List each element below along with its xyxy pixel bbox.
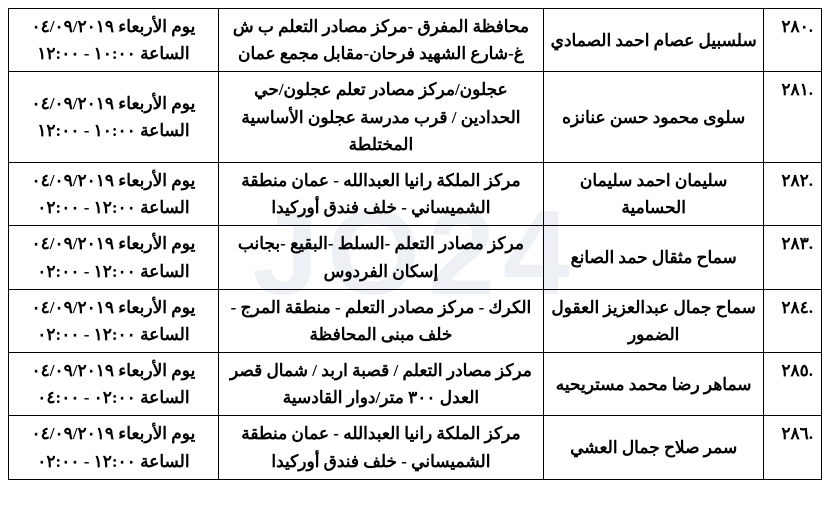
person-name: سليمان احمد سليمان الحسامية (544, 162, 764, 225)
table-row: .٢٨٠سلسبيل عصام احمد الصماديمحافظة المفر… (9, 9, 822, 72)
row-number: .٢٨٤ (764, 289, 822, 352)
row-number: .٢٨٢ (764, 162, 822, 225)
datetime-cell: يوم الأربعاء ٠٤/٠٩/٢٠١٩الساعة ٠٢:٠٠ - ٠٤… (9, 353, 219, 416)
location-cell: مركز الملكة رانيا العبدالله - عمان منطقة… (218, 416, 543, 479)
person-name: سماح جمال عبدالعزيز العقول الضمور (544, 289, 764, 352)
time-text: الساعة ١٠:٠٠ - ١٢:٠٠ (15, 117, 212, 144)
time-text: الساعة ١٢:٠٠ - ٠٢:٠٠ (15, 194, 212, 221)
time-text: الساعة ١٢:٠٠ - ٠٢:٠٠ (15, 321, 212, 348)
row-number: .٢٨٥ (764, 353, 822, 416)
schedule-table: .٢٨٠سلسبيل عصام احمد الصماديمحافظة المفر… (8, 8, 822, 480)
location-cell: محافظة المفرق -مركز مصادر التعلم ب ش غ-ش… (218, 9, 543, 72)
time-text: الساعة ٠٢:٠٠ - ٠٤:٠٠ (15, 384, 212, 411)
person-name: سمر صلاح جمال العشي (544, 416, 764, 479)
datetime-cell: يوم الأربعاء ٠٤/٠٩/٢٠١٩الساعة ١٢:٠٠ - ٠٢… (9, 162, 219, 225)
location-cell: مركز الملكة رانيا العبدالله - عمان منطقة… (218, 162, 543, 225)
date-text: يوم الأربعاء ٠٤/٠٩/٢٠١٩ (15, 294, 212, 321)
date-text: يوم الأربعاء ٠٤/٠٩/٢٠١٩ (15, 230, 212, 257)
table-row: .٢٨٦سمر صلاح جمال العشيمركز الملكة رانيا… (9, 416, 822, 479)
row-number: .٢٨٣ (764, 226, 822, 289)
person-name: سماح مثقال حمد الصانع (544, 226, 764, 289)
datetime-cell: يوم الأربعاء ٠٤/٠٩/٢٠١٩الساعة ١٠:٠٠ - ١٢… (9, 9, 219, 72)
location-cell: الكرك - مركز مصادر التعلم - منطقة المرج … (218, 289, 543, 352)
location-cell: عجلون/مركز مصادر تعلم عجلون/حي الحدادين … (218, 72, 543, 163)
table-row: .٢٨٤سماح جمال عبدالعزيز العقول الضمورالك… (9, 289, 822, 352)
datetime-cell: يوم الأربعاء ٠٤/٠٩/٢٠١٩الساعة ١٠:٠٠ - ١٢… (9, 72, 219, 163)
table-row: .٢٨١سلوى محمود حسن عنانزهعجلون/مركز مصاد… (9, 72, 822, 163)
date-text: يوم الأربعاء ٠٤/٠٩/٢٠١٩ (15, 167, 212, 194)
table-body: .٢٨٠سلسبيل عصام احمد الصماديمحافظة المفر… (9, 9, 822, 480)
table-row: .٢٨٣سماح مثقال حمد الصانعمركز مصادر التع… (9, 226, 822, 289)
person-name: سلوى محمود حسن عنانزه (544, 72, 764, 163)
date-text: يوم الأربعاء ٠٤/٠٩/٢٠١٩ (15, 90, 212, 117)
person-name: سلسبيل عصام احمد الصمادي (544, 9, 764, 72)
row-number: .٢٨٠ (764, 9, 822, 72)
location-cell: مركز مصادر التعلم / قصبة اربد / شمال قصر… (218, 353, 543, 416)
time-text: الساعة ١٠:٠٠ - ١٢:٠٠ (15, 40, 212, 67)
row-number: .٢٨٦ (764, 416, 822, 479)
time-text: الساعة ١٢:٠٠ - ٠٢:٠٠ (15, 448, 212, 475)
datetime-cell: يوم الأربعاء ٠٤/٠٩/٢٠١٩الساعة ١٢:٠٠ - ٠٢… (9, 226, 219, 289)
person-name: سماهر رضا محمد مستريحيه (544, 353, 764, 416)
table-row: .٢٨٥سماهر رضا محمد مستريحيهمركز مصادر ال… (9, 353, 822, 416)
location-cell: مركز مصادر التعلم -السلط -البقيع -بجانب … (218, 226, 543, 289)
date-text: يوم الأربعاء ٠٤/٠٩/٢٠١٩ (15, 13, 212, 40)
table-row: .٢٨٢سليمان احمد سليمان الحساميةمركز المل… (9, 162, 822, 225)
datetime-cell: يوم الأربعاء ٠٤/٠٩/٢٠١٩الساعة ١٢:٠٠ - ٠٢… (9, 289, 219, 352)
date-text: يوم الأربعاء ٠٤/٠٩/٢٠١٩ (15, 420, 212, 447)
date-text: يوم الأربعاء ٠٤/٠٩/٢٠١٩ (15, 357, 212, 384)
row-number: .٢٨١ (764, 72, 822, 163)
datetime-cell: يوم الأربعاء ٠٤/٠٩/٢٠١٩الساعة ١٢:٠٠ - ٠٢… (9, 416, 219, 479)
time-text: الساعة ١٢:٠٠ - ٠٢:٠٠ (15, 258, 212, 285)
